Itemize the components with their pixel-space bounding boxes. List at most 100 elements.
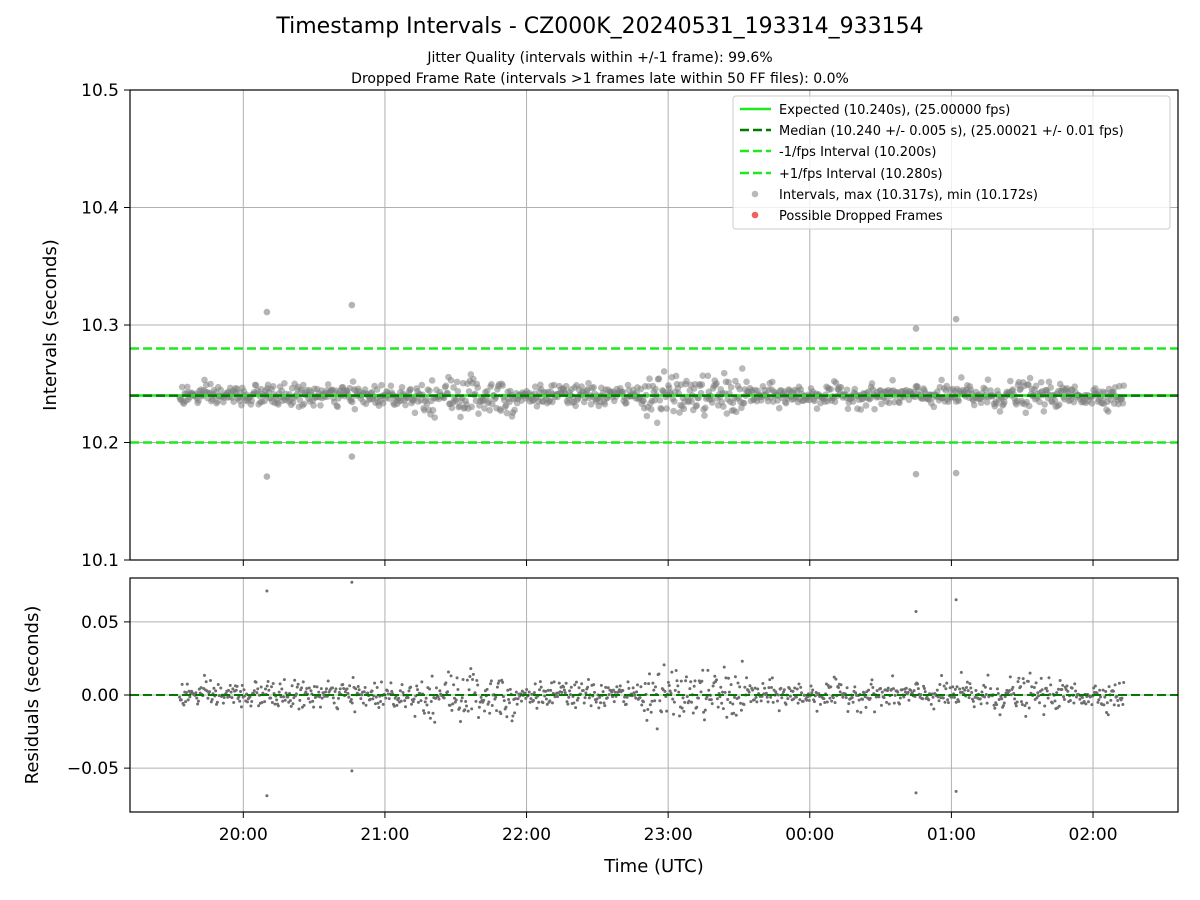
residual-point: [710, 702, 714, 706]
residual-point: [263, 700, 267, 704]
residual-point: [404, 705, 408, 709]
residual-point: [861, 697, 865, 701]
residual-point: [678, 714, 682, 718]
residual-point: [863, 695, 867, 699]
interval-point: [578, 383, 585, 390]
interval-point: [977, 399, 985, 407]
interval-point: [698, 381, 706, 388]
residual-point: [438, 689, 442, 693]
residual-point: [338, 687, 342, 691]
interval-point: [351, 405, 359, 413]
residual-outlier-point: [265, 589, 269, 593]
interval-point: [938, 376, 945, 384]
residual-point: [996, 691, 1000, 695]
residual-point: [276, 704, 280, 708]
interval-point: [503, 409, 511, 417]
residual-point: [295, 685, 299, 689]
residual-point: [343, 690, 347, 694]
residual-point: [1084, 702, 1088, 706]
residual-point: [765, 695, 769, 699]
residual-point: [721, 690, 725, 694]
residual-point: [373, 702, 377, 706]
residual-point: [1068, 698, 1072, 702]
residual-point: [782, 688, 786, 692]
residual-point: [209, 700, 213, 704]
residual-point: [357, 688, 361, 692]
residual-point: [474, 699, 478, 703]
residual-point: [727, 676, 731, 680]
interval-point: [442, 382, 450, 390]
residuals-points: [178, 580, 1126, 798]
residual-point: [599, 683, 603, 687]
residual-point: [788, 694, 792, 698]
residual-point: [416, 688, 420, 692]
residual-point: [657, 672, 661, 676]
residual-point: [647, 682, 651, 686]
residual-point: [533, 682, 537, 686]
residual-point: [1060, 687, 1064, 691]
residual-point: [427, 711, 431, 715]
residual-point: [255, 691, 259, 695]
residual-point: [410, 702, 414, 706]
residuals-y-tick-label: 0.00: [81, 686, 119, 706]
residual-point: [769, 685, 773, 689]
residual-point: [601, 690, 605, 694]
residual-point: [854, 691, 858, 695]
residual-point: [673, 688, 677, 692]
residual-point: [398, 689, 402, 693]
residual-point: [805, 698, 809, 702]
residual-point: [184, 691, 188, 695]
residual-point: [406, 696, 410, 700]
residual-point: [1021, 677, 1025, 681]
residual-point: [196, 699, 200, 703]
residual-point: [489, 682, 493, 686]
residual-point: [319, 687, 323, 691]
residual-point: [332, 701, 336, 705]
residual-point: [278, 682, 282, 686]
residual-point: [654, 685, 658, 689]
residual-point: [833, 701, 837, 705]
residual-point: [428, 716, 432, 720]
residual-point: [482, 698, 486, 702]
residual-point: [684, 675, 688, 679]
residual-point: [1049, 683, 1053, 687]
residual-outlier-point: [350, 580, 354, 584]
residual-point: [415, 684, 419, 688]
residual-point: [803, 693, 807, 697]
residual-point: [985, 701, 989, 705]
residual-point: [702, 710, 706, 714]
interval-point: [1041, 401, 1048, 408]
residual-point: [966, 689, 970, 693]
residual-point: [685, 695, 689, 699]
residual-point: [370, 689, 374, 693]
residual-point: [851, 700, 855, 704]
residual-point: [535, 706, 539, 710]
residual-point: [725, 715, 729, 719]
residual-point: [178, 695, 182, 699]
residual-point: [749, 700, 753, 704]
residual-point: [1035, 696, 1039, 700]
residual-point: [572, 701, 576, 705]
residual-point: [1011, 685, 1015, 689]
residual-point: [707, 688, 711, 692]
residual-point: [300, 686, 304, 690]
interval-point: [672, 372, 680, 380]
residual-point: [1037, 694, 1041, 698]
residual-point: [1040, 688, 1044, 692]
residual-point: [955, 685, 959, 689]
residual-point: [245, 700, 249, 704]
interval-point: [217, 386, 225, 394]
residual-point: [652, 688, 656, 692]
residual-point: [569, 685, 573, 689]
interval-point: [483, 387, 491, 395]
residual-point: [270, 701, 274, 705]
residual-point: [1009, 693, 1013, 697]
residual-point: [871, 685, 875, 689]
interval-point: [693, 402, 701, 409]
residual-point: [546, 688, 550, 692]
residual-point: [965, 680, 969, 684]
residual-point: [460, 696, 464, 700]
residual-point: [1058, 678, 1062, 682]
interval-point: [849, 398, 857, 405]
residual-point: [953, 687, 957, 691]
